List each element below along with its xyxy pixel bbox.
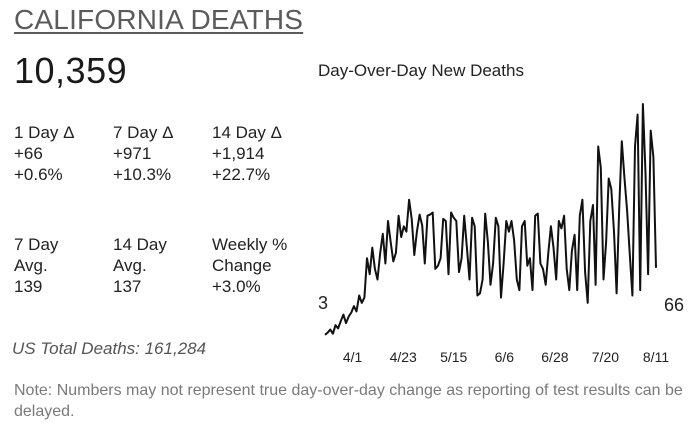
stat-14day-avg: 14 Day Avg. 137 (113, 234, 167, 297)
start-value-label: 3 (318, 293, 328, 313)
end-value-label: 66 (664, 295, 684, 315)
stat-percent: +22.7% (212, 165, 271, 184)
chart-layer: 4/1 4/23 5/15 6/6 6/28 7/20 8/11 3 66 (318, 103, 684, 365)
stat-7day-avg: 7 Day Avg. 139 (14, 234, 58, 297)
stat-label-line1: Weekly % (212, 235, 288, 254)
page-title: CALIFORNIA DEATHS (14, 4, 304, 35)
x-tick-label: 4/1 (343, 349, 363, 365)
stat-value: 137 (113, 277, 142, 296)
stat-percent: +10.3% (113, 165, 172, 184)
x-tick-label: 6/28 (541, 349, 568, 365)
series-line (324, 103, 657, 336)
stat-label-line1: 14 Day (113, 235, 167, 254)
total-deaths-value: 10,359 (14, 50, 128, 91)
x-tick-label: 8/11 (643, 349, 669, 365)
stat-value: +3.0% (212, 277, 261, 296)
x-tick-label: 4/23 (390, 349, 417, 365)
stat-7day-delta: 7 Day Δ +971 +10.3% (113, 122, 174, 185)
stat-value: +66 (14, 144, 43, 163)
stat-label-line1: 7 Day (14, 235, 59, 254)
stat-label-line2: Change (212, 256, 272, 275)
stat-1day-delta: 1 Day Δ +66 +0.6% (14, 122, 75, 185)
stat-weekly-change: Weekly % Change +3.0% (212, 234, 287, 297)
stat-percent: +0.6% (14, 165, 63, 184)
stat-label-line2: Avg. (14, 256, 48, 275)
stat-label: 14 Day Δ (212, 123, 282, 142)
x-tick-label: 5/15 (440, 349, 467, 365)
stat-value: +1,914 (212, 144, 265, 163)
x-tick-label: 6/6 (495, 349, 515, 365)
stat-label-line2: Avg. (113, 256, 147, 275)
stat-14day-delta: 14 Day Δ +1,914 +22.7% (212, 122, 282, 185)
stat-label: 1 Day Δ (14, 123, 75, 142)
stat-value: 139 (14, 277, 43, 296)
disclaimer-note: Note: Numbers may not represent true day… (14, 382, 683, 420)
chart-title: Day-Over-Day New Deaths (318, 61, 524, 80)
stat-value: +971 (113, 144, 152, 163)
us-total-deaths: US Total Deaths: 161,284 (12, 339, 207, 358)
x-tick-label: 7/20 (592, 349, 619, 365)
stat-label: 7 Day Δ (113, 123, 174, 142)
